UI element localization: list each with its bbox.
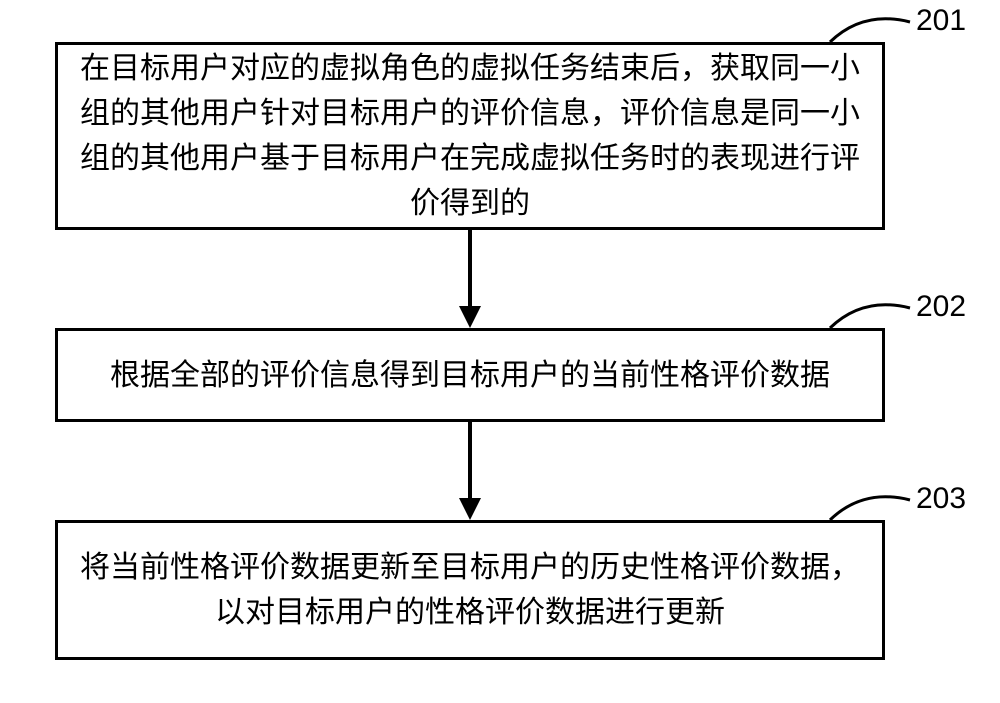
flowchart-label-curve-3	[828, 486, 918, 526]
flowchart-box-1: 在目标用户对应的虚拟角色的虚拟任务结束后，获取同一小组的其他用户针对目标用户的评…	[55, 42, 885, 230]
flowchart-arrow-1	[468, 230, 472, 308]
flowchart-label-1: 201	[916, 4, 966, 38]
flowchart-arrow-1-head	[459, 306, 481, 328]
flowchart-label-curve-1	[828, 8, 918, 48]
flowchart-box-3: 将当前性格评价数据更新至目标用户的历史性格评价数据，以对目标用户的性格评价数据进…	[55, 520, 885, 660]
flowchart-canvas: 在目标用户对应的虚拟角色的虚拟任务结束后，获取同一小组的其他用户针对目标用户的评…	[0, 0, 1000, 703]
flowchart-arrow-2-head	[459, 498, 481, 520]
flowchart-arrow-2	[468, 422, 472, 500]
flowchart-label-3: 203	[916, 482, 966, 516]
flowchart-box-2-text: 根据全部的评价信息得到目标用户的当前性格评价数据	[110, 353, 830, 398]
flowchart-label-curve-2	[828, 294, 918, 334]
flowchart-box-2: 根据全部的评价信息得到目标用户的当前性格评价数据	[55, 328, 885, 422]
flowchart-label-2: 202	[916, 290, 966, 324]
flowchart-box-1-text: 在目标用户对应的虚拟角色的虚拟任务结束后，获取同一小组的其他用户针对目标用户的评…	[76, 46, 864, 226]
flowchart-box-3-text: 将当前性格评价数据更新至目标用户的历史性格评价数据，以对目标用户的性格评价数据进…	[76, 545, 864, 635]
